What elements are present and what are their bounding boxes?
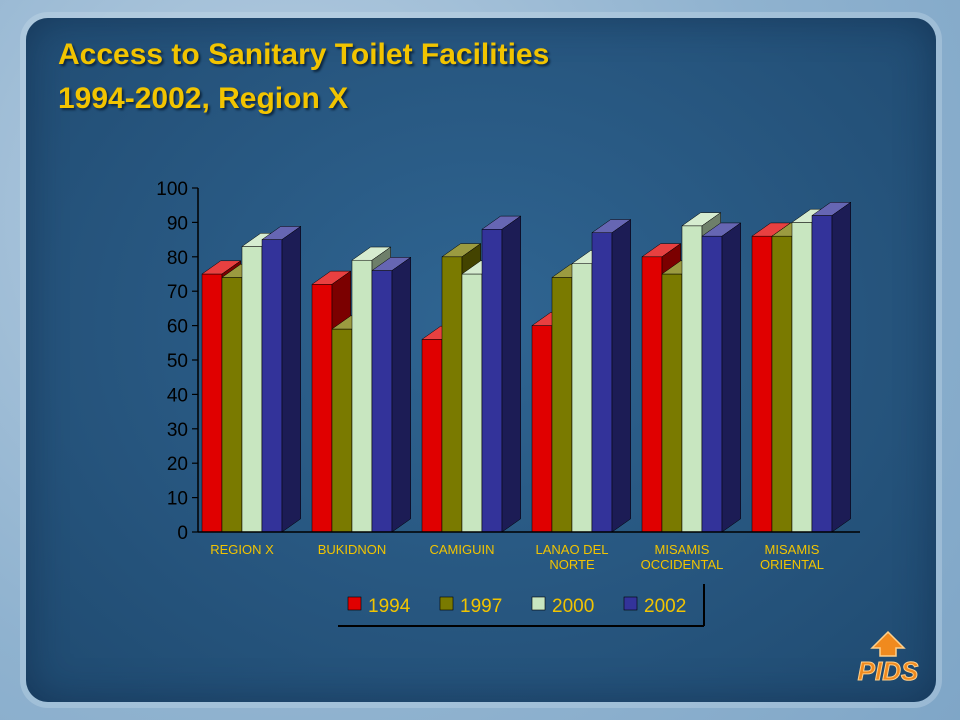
- legend-item-1994: 1994: [347, 596, 411, 617]
- bar-front: [241, 246, 263, 533]
- bar-front: [351, 259, 373, 533]
- x-tick-label: MISAMIS OCCIDENTAL: [641, 542, 724, 572]
- bar-side: [501, 215, 521, 533]
- y-tick-label: 10: [167, 489, 188, 510]
- slide-title-line2: 1994-2002, Region X: [58, 82, 349, 115]
- bar-side: [611, 219, 631, 533]
- bar-side: [391, 256, 411, 533]
- legend-swatch: [531, 596, 546, 611]
- x-axis: REGION X BUKIDNON CAMIGUIN LANAO DEL NORTE MI…: [198, 531, 860, 572]
- bar-2002-3: [591, 219, 632, 533]
- legend-item-2002: 2002: [623, 596, 686, 617]
- legend-label: 2002: [644, 596, 686, 617]
- x-tick-label: LANAO DEL NORTE: [536, 542, 609, 572]
- x-tick-label: REGION X: [210, 542, 274, 557]
- bar-front: [371, 270, 393, 533]
- x-tick-label: MISAMIS ORIENTAL: [760, 542, 824, 572]
- bar-2002-5: [811, 201, 852, 533]
- legend-label: 1994: [368, 596, 411, 617]
- y-tick-label: 90: [167, 213, 188, 234]
- bar-2002-4: [701, 222, 742, 533]
- bar-front: [661, 273, 683, 533]
- y-tick-label: 70: [167, 282, 188, 303]
- bar-front: [311, 284, 333, 533]
- bar-front: [481, 229, 503, 533]
- legend-swatch: [439, 596, 454, 611]
- bar-side: [281, 225, 301, 533]
- bar-side: [831, 201, 851, 533]
- bar-front: [331, 328, 353, 533]
- bar-front: [811, 215, 833, 533]
- y-tick-label: 30: [167, 420, 188, 441]
- bar-front: [221, 277, 243, 533]
- bar-front: [571, 263, 593, 533]
- slide-title-line1: Access to Sanitary Toilet Facilities: [58, 38, 550, 71]
- bar-front: [551, 277, 573, 533]
- bar-front: [441, 256, 463, 533]
- legend-item-1997: 1997: [439, 596, 502, 617]
- y-tick-label: 50: [167, 351, 188, 372]
- logo-text: PIDS: [858, 656, 919, 686]
- x-tick-label: BUKIDNON: [318, 542, 387, 557]
- legend-label: 2000: [552, 596, 594, 617]
- bar-front: [201, 273, 223, 533]
- y-tick-label: 40: [167, 385, 188, 406]
- legend-item-2000: 2000: [531, 596, 594, 617]
- x-tick-label: CAMIGUIN: [430, 542, 495, 557]
- bar-2002-1: [371, 256, 412, 533]
- y-axis: 0 10 20 30 40 50 60 70 80 90 100: [156, 179, 199, 544]
- y-tick-label: 80: [167, 248, 188, 269]
- legend-swatch: [347, 596, 362, 611]
- chart-bars: [201, 201, 852, 533]
- bar-front: [771, 235, 793, 533]
- bar-front: [641, 256, 663, 533]
- bar-2002-0: [261, 225, 302, 533]
- legend-label: 1997: [460, 596, 502, 617]
- bar-front: [681, 225, 703, 533]
- bar-front: [791, 222, 813, 533]
- bar-2002-2: [481, 215, 522, 533]
- bar-front: [591, 232, 613, 533]
- bar-side: [721, 222, 741, 533]
- y-tick-label: 20: [167, 454, 188, 475]
- y-tick-label: 100: [156, 179, 188, 200]
- bar-front: [701, 235, 723, 533]
- y-tick-label: 0: [177, 523, 188, 544]
- legend: 1994 1997 2000 2002: [338, 584, 705, 627]
- pids-logo: PIDS: [857, 630, 919, 686]
- bar-front: [531, 325, 553, 533]
- bar-front: [421, 339, 443, 533]
- bar-front: [461, 273, 483, 533]
- bar-front: [261, 239, 283, 533]
- y-tick-label: 60: [167, 317, 188, 338]
- legend-swatch: [623, 596, 638, 611]
- bar-front: [751, 235, 773, 533]
